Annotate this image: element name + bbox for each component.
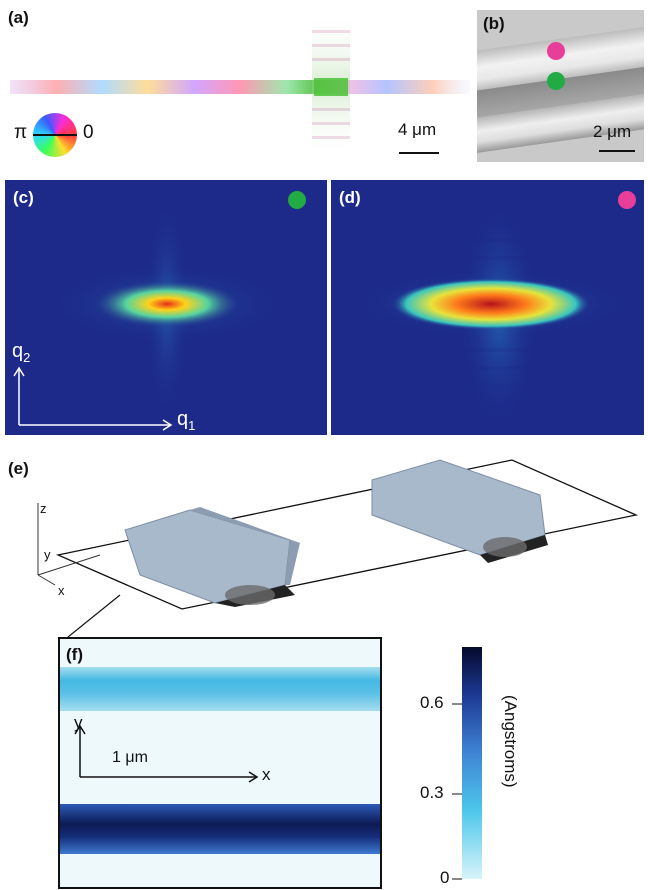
phase-left-label: π [14, 122, 28, 143]
panel-b-label: (b) [483, 14, 505, 33]
colorbar-tick-03: 0.3 [420, 783, 444, 802]
colorbar-gradient [462, 647, 482, 879]
q-axes [13, 366, 173, 431]
strain-band-top [60, 667, 380, 711]
diffraction-pattern-d [351, 200, 631, 430]
colorbar-tick-0: 0 [440, 868, 450, 887]
diffraction-pattern-c [47, 198, 287, 418]
colorbar-tick-06: 0.6 [420, 693, 444, 712]
panel-e-axis-z: z [40, 501, 47, 516]
panel-a-scale-bar [399, 152, 439, 154]
phase-wheel-divider [33, 134, 77, 136]
panel-d-pink-dot [618, 191, 636, 209]
panel-d: (d) [331, 180, 644, 435]
axis-q1-label: q1 [177, 408, 196, 433]
panel-f-scale-text: 1 μm [112, 749, 148, 766]
panel-e-axis-y: y [44, 547, 51, 562]
panel-b: (b) 2 μm [477, 10, 644, 162]
panel-b-scale-text: 2 μm [593, 122, 632, 141]
panel-a-scale-text: 4 μm [398, 120, 437, 139]
panel-b-scale-bar [599, 150, 635, 152]
axis-q2-label: q2 [12, 340, 31, 365]
phase-right-label: 0 [83, 122, 94, 143]
colorbar-title: (Angstroms) [501, 695, 520, 788]
isosurface-render [37, 459, 639, 638]
colorbar: 0.6 0.3 0 (Angstroms) [420, 647, 644, 887]
panel-c-label: (c) [13, 188, 34, 207]
colorbar-ticks [452, 703, 462, 880]
panel-a-label: (a) [8, 8, 29, 27]
phase-image [10, 10, 470, 160]
panel-e-axis-x: x [58, 583, 65, 598]
panel-e: (e) z y x [0, 455, 648, 640]
strain-band-bottom [60, 804, 380, 854]
panel-f-axes [74, 724, 259, 783]
marker-green-dot [547, 72, 565, 90]
panel-c: (c) q2 q1 [5, 180, 327, 435]
panel-a: (a) [0, 0, 470, 170]
panel-f-label: (f) [66, 645, 83, 664]
panel-f-axis-y: y [74, 713, 83, 732]
panel-f: (f) y x 1 μm [58, 637, 382, 889]
panel-d-label: (d) [339, 188, 361, 207]
panel-f-axis-x: x [262, 765, 271, 784]
panel-e-label: (e) [8, 459, 29, 478]
marker-pink-dot [547, 42, 565, 60]
panel-c-green-dot [288, 191, 306, 209]
